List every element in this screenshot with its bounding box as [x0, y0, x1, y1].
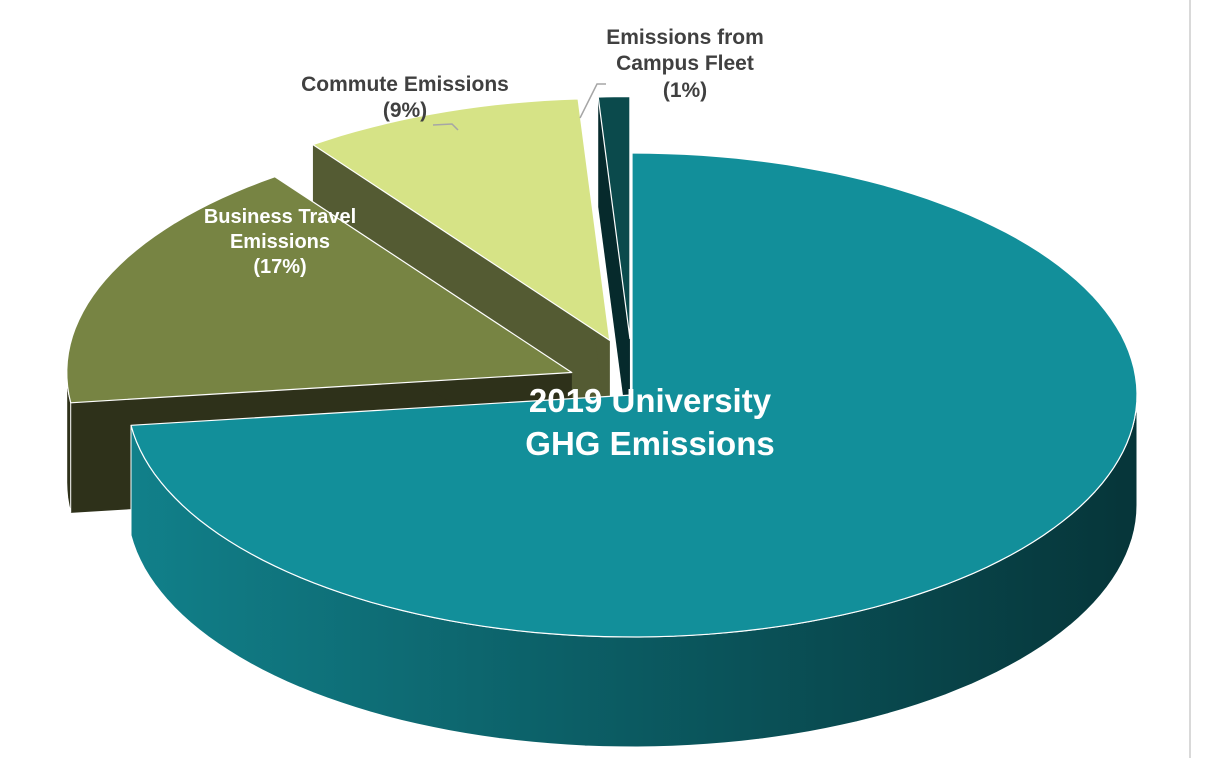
title-line-2: GHG Emissions	[525, 424, 775, 462]
business-label-line-1: Business Travel	[203, 206, 357, 228]
commute-label-line-1: Commute Emissions	[301, 73, 509, 96]
business-travel-label: Business Travel Emissions (17%)	[180, 205, 380, 280]
commute-label-pct: (9%)	[382, 99, 428, 123]
chart-area	[1189, 0, 1191, 758]
emissions-from-campus-fleet-slice	[597, 96, 631, 340]
business-travel-emissions-slice	[66, 176, 573, 404]
commute-emissions-slice	[312, 98, 611, 341]
fleet-label-pct: (1%)	[662, 78, 708, 102]
business-label-pct: (17%)	[253, 256, 307, 278]
emissions-from-campus-fleet-radial-wall	[598, 97, 630, 449]
title-line-1: 2019 University	[528, 382, 772, 419]
commute-leader-line	[432, 123, 459, 131]
commute-label: Commute Emissions (9%)	[285, 72, 525, 125]
fleet-leader-line	[579, 83, 606, 119]
fleet-label: Emissions from Campus Fleet (1%)	[585, 25, 785, 104]
2019-university-ghg-emissions-slice	[130, 152, 1138, 638]
main-slice-label: 2019 University GHG Emissions	[480, 380, 820, 466]
fleet-label-line-1: Emissions from	[606, 26, 764, 49]
business-label-line-2: Emissions	[229, 231, 331, 253]
fleet-label-line-2: Campus Fleet	[616, 52, 754, 76]
